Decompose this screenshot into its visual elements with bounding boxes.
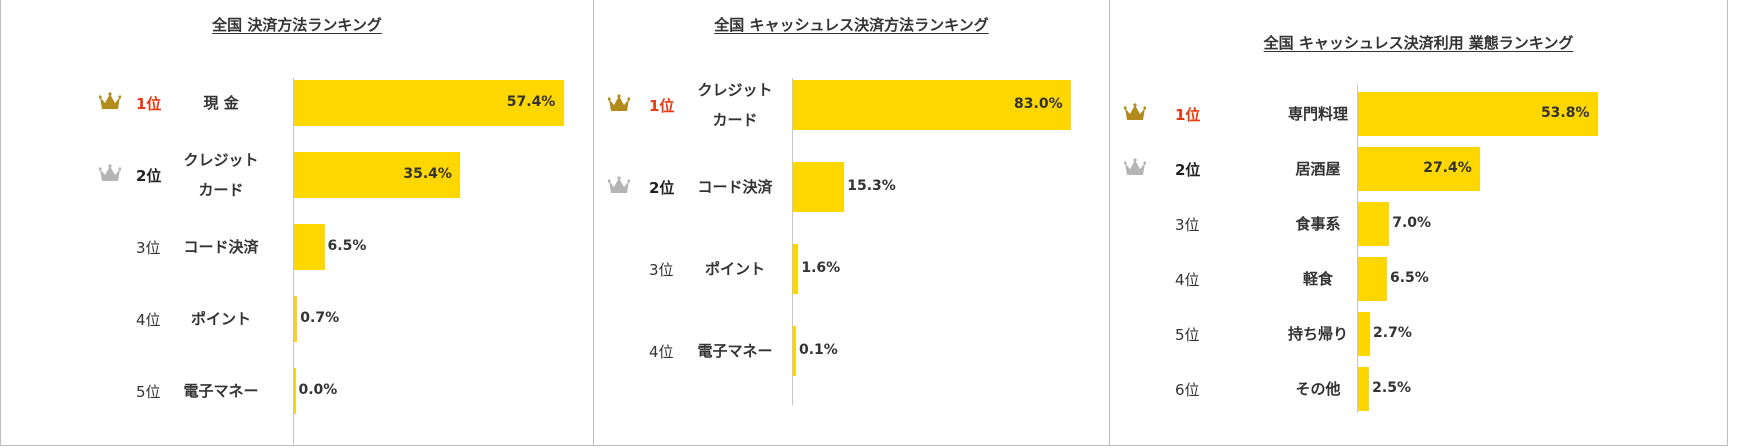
silver-crown-icon [1123, 158, 1147, 182]
bar-3 [294, 224, 325, 270]
category-label-5: 持ち帰り [1288, 325, 1349, 343]
rank-label-1: 1位 [1175, 106, 1201, 124]
data-label-6: 2.5% [1372, 380, 1411, 396]
data-label-1: 53.8% [1540, 105, 1590, 121]
chart-title-text: 全国 決済方法ランキング [212, 16, 382, 34]
bar-4 [294, 296, 298, 342]
category-label-4: 電子マネー [697, 342, 773, 360]
data-label-5: 0.0% [298, 382, 338, 398]
category-label-1: クレジット カード [697, 81, 773, 129]
rank-label-5: 5位 [1175, 326, 1200, 344]
category-label-5: 電子マネー [183, 382, 259, 400]
rank-label-5: 5位 [136, 383, 161, 401]
data-label-5: 2.7% [1373, 325, 1412, 341]
category-label-4: ポイント [191, 310, 252, 328]
chart-category-axis [1357, 84, 1358, 413]
data-label-3: 6.5% [327, 238, 367, 254]
rank-label-1: 1位 [649, 97, 675, 115]
category-label-6: その他 [1295, 380, 1341, 398]
bar-5 [294, 368, 296, 414]
chart-panel-3: 全国 キャッシュレス決済利用 業態ランキング 53.8% 1位 専門料理 27.4% 2位… [1110, 0, 1728, 446]
data-label-4: 0.7% [300, 310, 340, 326]
gold-crown-icon [607, 94, 631, 118]
category-label-1: 現 金 [203, 94, 239, 112]
rank-label-4: 4位 [136, 311, 161, 329]
bar-1 [793, 80, 1072, 130]
data-label-1: 57.4% [506, 94, 556, 110]
gold-crown-icon [1123, 103, 1147, 127]
chart-title: 全国 キャッシュレス決済利用 業態ランキング [1110, 32, 1727, 53]
category-label-2: コード決済 [697, 178, 773, 196]
bar-2 [793, 162, 845, 212]
bar-6 [1358, 367, 1370, 411]
category-label-2: クレジット カード [183, 151, 259, 199]
bar-5 [1358, 312, 1371, 356]
data-label-4: 6.5% [1389, 270, 1429, 286]
bar-1 [1358, 92, 1598, 136]
chart-title-text: 全国 キャッシュレス決済利用 業態ランキング [1263, 34, 1574, 52]
category-label-4: 軽食 [1303, 270, 1334, 288]
bar-3 [1358, 202, 1390, 246]
category-label-3: 食事系 [1295, 215, 1341, 233]
data-label-2: 27.4% [1423, 160, 1472, 176]
bar-2 [294, 152, 461, 198]
data-label-1: 83.0% [1014, 96, 1063, 112]
bar-3 [793, 244, 799, 294]
silver-crown-icon [98, 164, 122, 188]
rank-label-3: 3位 [649, 261, 674, 279]
chart-category-axis [792, 78, 793, 405]
rank-label-4: 4位 [649, 343, 674, 361]
rank-label-4: 4位 [1175, 271, 1200, 289]
chart-panel-2: 全国 キャッシュレス決済方法ランキング 83.0% 1位 クレジット カード 15.3%… [594, 0, 1110, 446]
rank-label-2: 2位 [649, 179, 675, 197]
category-label-3: ポイント [705, 260, 766, 278]
rank-label-3: 3位 [1175, 216, 1200, 234]
bar-1 [294, 80, 564, 126]
data-label-2: 15.3% [847, 178, 896, 194]
bar-4 [1358, 257, 1387, 301]
chart-title-text: 全国 キャッシュレス決済方法ランキング [714, 16, 989, 34]
silver-crown-icon [607, 176, 631, 200]
chart-panel-1: 全国 決済方法ランキング 57.4% 1位 現 金 35.4% 2位 クレジット カード 6.… [0, 0, 594, 446]
chart-title: 全国 キャッシュレス決済方法ランキング [594, 14, 1109, 35]
gold-crown-icon [98, 92, 122, 116]
data-label-4: 0.1% [799, 342, 838, 358]
rank-label-2: 2位 [136, 167, 162, 185]
rank-label-3: 3位 [136, 239, 161, 257]
data-label-3: 7.0% [1392, 215, 1432, 231]
chart-category-axis [293, 78, 294, 446]
data-label-3: 1.6% [801, 260, 841, 276]
data-label-2: 35.4% [403, 166, 452, 182]
bar-4 [793, 326, 796, 376]
rank-label-2: 2位 [1175, 161, 1201, 179]
category-label-2: 居酒屋 [1295, 160, 1341, 178]
rank-label-6: 6位 [1175, 381, 1200, 399]
chart-title: 全国 決済方法ランキング [1, 14, 593, 35]
rank-label-1: 1位 [136, 95, 162, 113]
bar-2 [1358, 147, 1481, 191]
category-label-1: 専門料理 [1288, 105, 1349, 123]
category-label-3: コード決済 [183, 238, 259, 256]
